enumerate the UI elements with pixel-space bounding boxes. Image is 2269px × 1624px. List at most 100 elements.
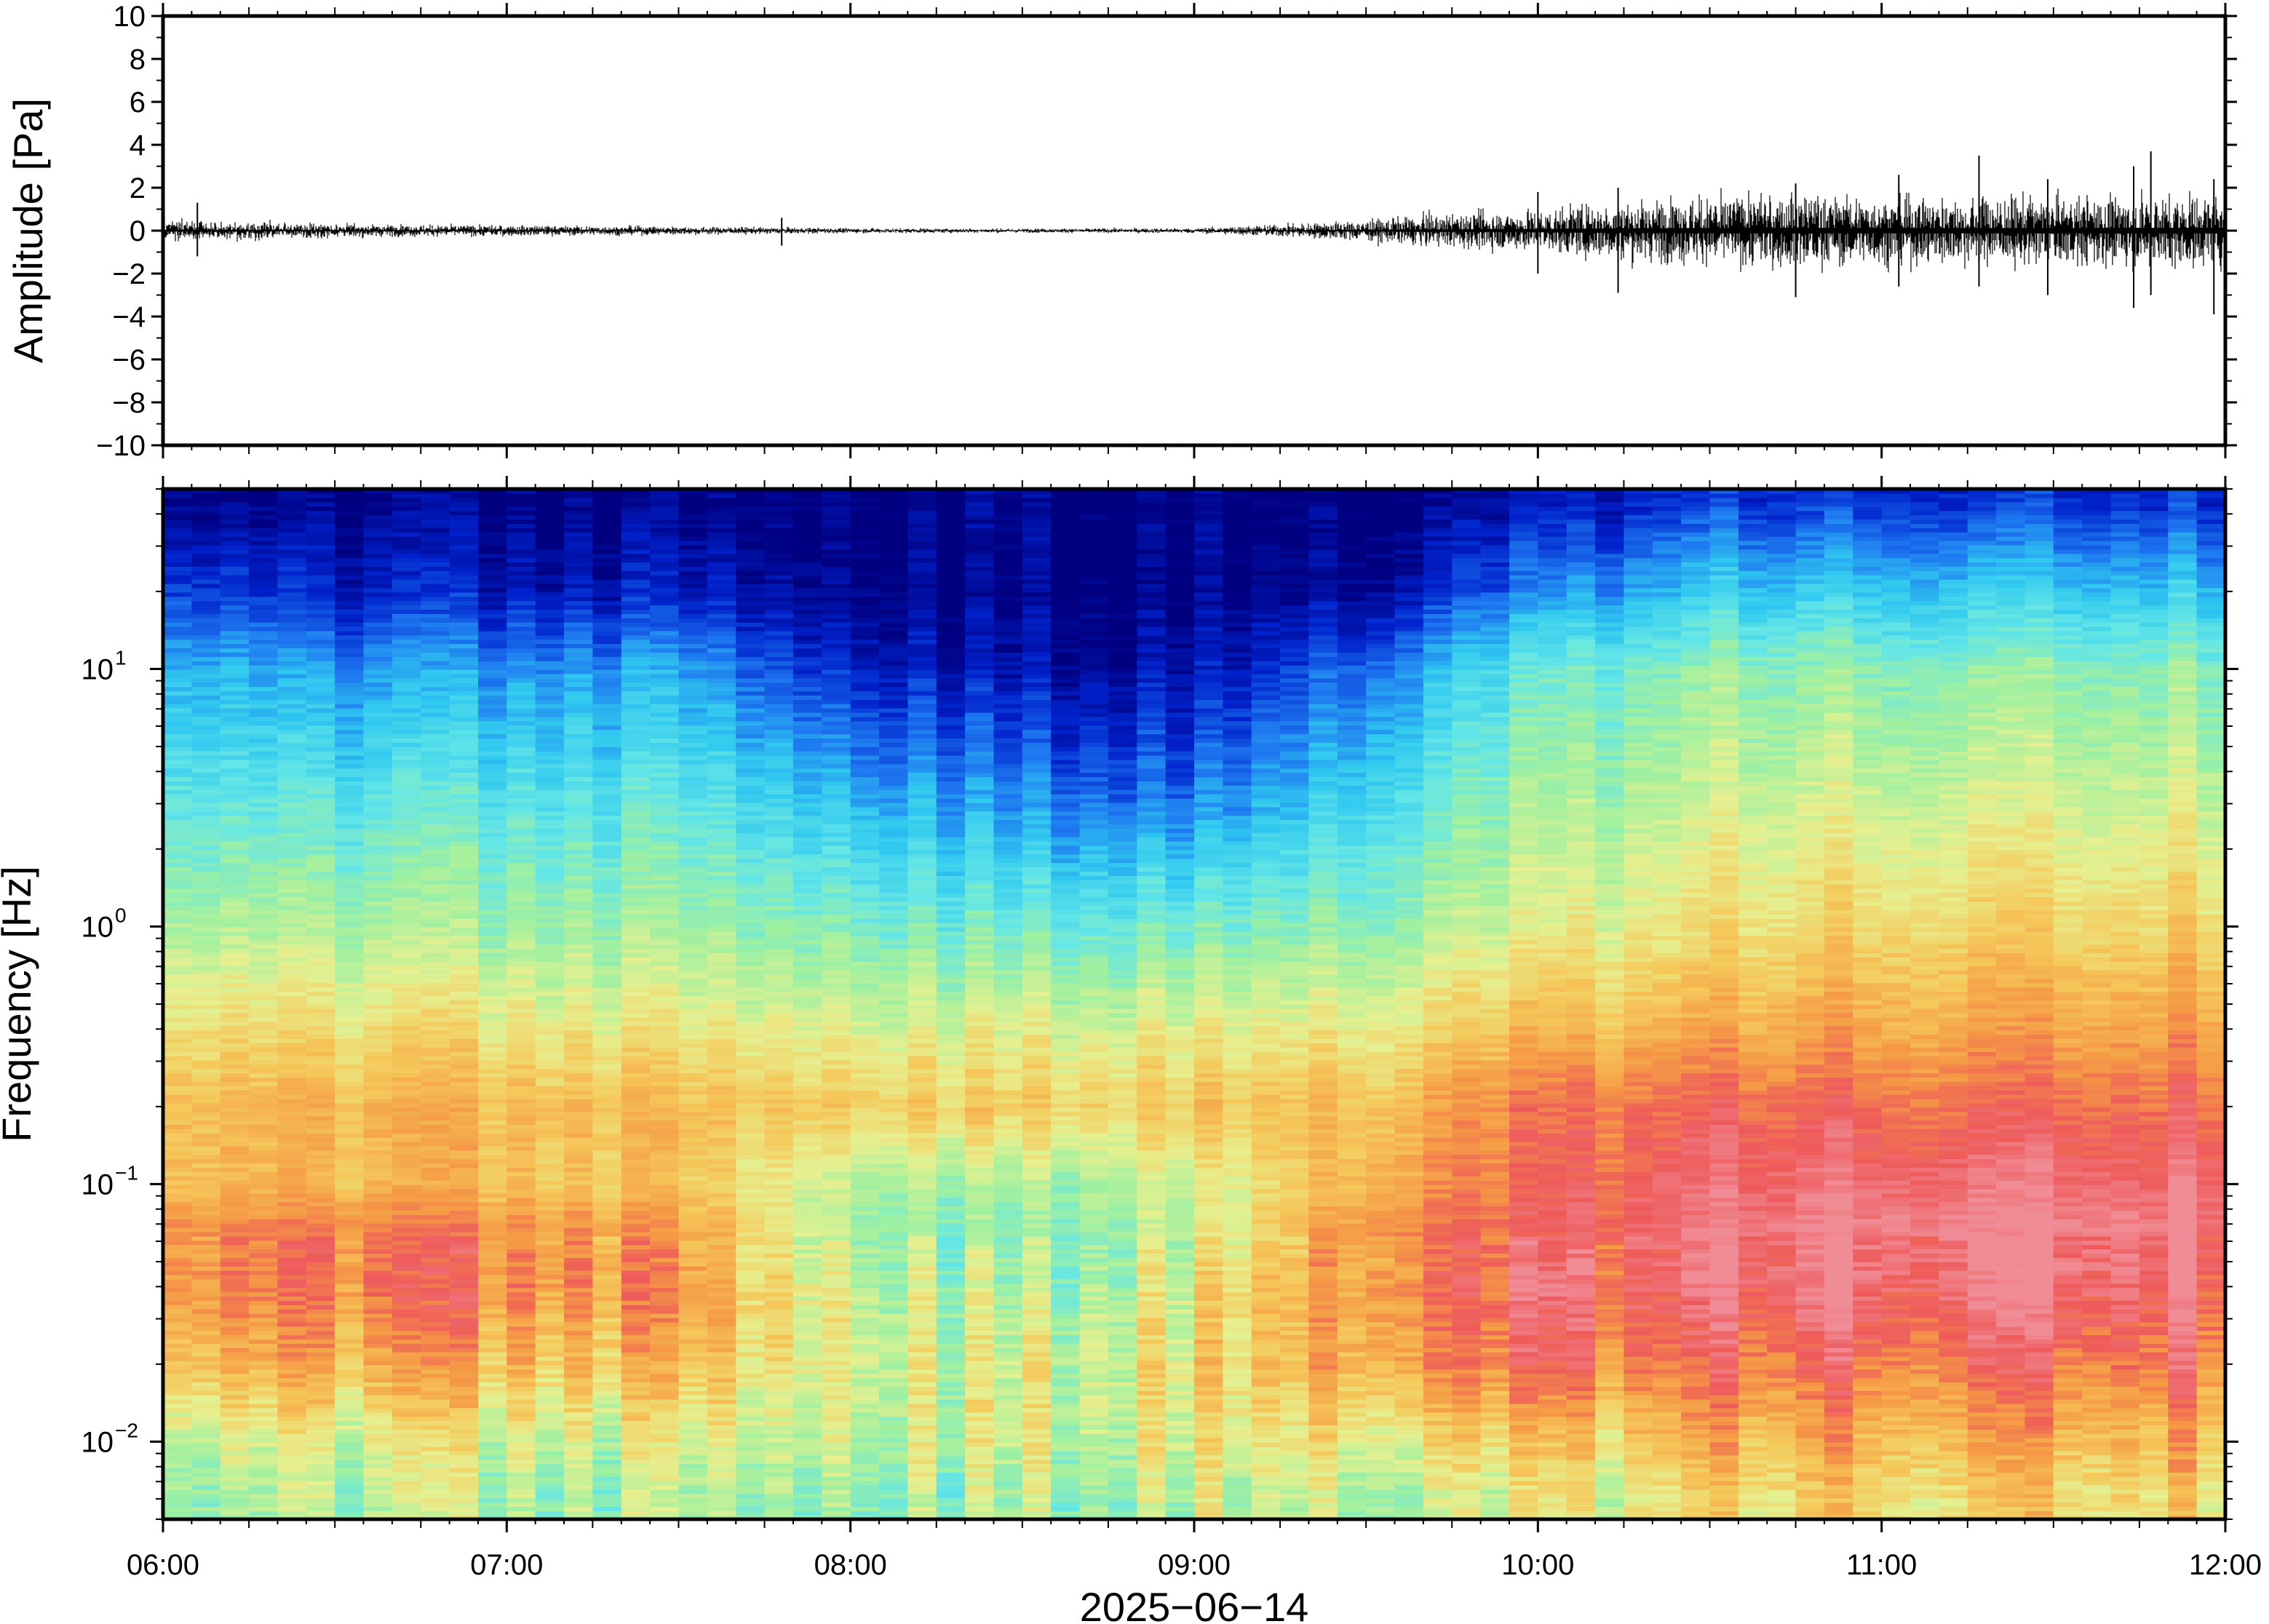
spectrogram-cell: [506, 755, 536, 760]
spectrogram-cell: [392, 1081, 422, 1086]
spectrogram-cell: [506, 661, 536, 666]
spectrogram-cell: [392, 1351, 422, 1357]
spectrogram-cell: [678, 1493, 708, 1499]
spectrogram-cell: [506, 1021, 536, 1027]
spectrogram-cell: [191, 875, 221, 880]
spectrogram-cell: [564, 506, 594, 512]
spectrogram-cell: [650, 1321, 680, 1327]
spectrogram-cell: [277, 1038, 307, 1043]
spectrogram-cell: [277, 776, 307, 781]
spectrogram-cell: [449, 1068, 479, 1074]
spectrogram-cell: [506, 1240, 536, 1246]
spectrogram-cell: [392, 1296, 422, 1301]
spectrogram-cell: [449, 523, 479, 528]
spectrogram-cell: [535, 1506, 565, 1511]
spectrogram-cell: [478, 497, 508, 503]
spectrogram-cell: [535, 1382, 565, 1387]
spectrogram-cell: [650, 1124, 680, 1129]
spectrogram-cell: [592, 1398, 622, 1404]
spectrogram-cell: [163, 1472, 193, 1477]
spectrogram-cell: [478, 1425, 508, 1430]
spectrogram-cell: [335, 557, 365, 563]
spectrogram-cell: [535, 1450, 565, 1456]
spectrogram-cell: [249, 1051, 279, 1056]
spectrogram-cell: [678, 867, 708, 872]
spectrogram-cell: [392, 1179, 422, 1185]
spectrogram-cell: [478, 935, 508, 941]
spectrogram-cell: [220, 836, 250, 842]
spectrogram-cell: [564, 832, 594, 837]
spectrogram-cell: [220, 544, 250, 550]
spectrogram-cell: [650, 1077, 680, 1082]
spectrogram-cell: [506, 639, 536, 645]
spectrogram-cell: [220, 553, 250, 559]
spectrogram-cell: [449, 596, 479, 602]
spectrogram-cell: [478, 583, 508, 589]
spectrogram-cell: [421, 1386, 450, 1391]
spectrogram-cell: [535, 1025, 565, 1031]
spectrogram-cell: [449, 1025, 479, 1031]
spectrogram-cell: [707, 982, 737, 988]
spectrogram-cell: [306, 1222, 335, 1228]
spectrogram-cell: [191, 922, 221, 928]
spectrogram-cell: [249, 926, 279, 932]
spectrogram-cell: [707, 1308, 737, 1314]
amplitude-tick-label: −10: [96, 430, 146, 462]
spectrogram-cell: [592, 1382, 622, 1387]
spectrogram-cell: [277, 991, 307, 996]
spectrogram-cell: [707, 1334, 737, 1340]
spectrogram-cell: [678, 931, 708, 936]
spectrogram-cell: [449, 1326, 479, 1332]
spectrogram-cell: [478, 553, 508, 559]
spectrogram-cell: [592, 578, 622, 584]
spectrogram-cell: [478, 704, 508, 709]
spectrogram-cell: [506, 909, 536, 915]
spectrogram-cell: [678, 1111, 708, 1117]
spectrogram-cell: [592, 1459, 622, 1465]
spectrogram-cell: [707, 1025, 737, 1031]
spectrogram-cell: [363, 755, 393, 760]
spectrogram-cell: [621, 1351, 651, 1357]
spectrogram-cell: [478, 540, 508, 546]
spectrogram-cell: [306, 605, 335, 610]
spectrogram-cell: [707, 1188, 737, 1194]
spectrogram-cell: [707, 1115, 737, 1121]
spectrogram-cell: [621, 811, 651, 816]
spectrogram-cell: [277, 763, 307, 769]
spectrogram-cell: [163, 952, 193, 958]
spectrogram-cell: [621, 853, 651, 859]
spectrogram-cell: [449, 785, 479, 790]
spectrogram-cell: [249, 1107, 279, 1112]
spectrogram-cell: [707, 1420, 737, 1425]
spectrogram-cell: [363, 832, 393, 837]
spectrogram-cell: [650, 1120, 680, 1125]
spectrogram-cell: [392, 1051, 422, 1056]
spectrogram-cell: [421, 768, 450, 773]
spectrogram-cell: [277, 768, 307, 773]
spectrogram-cell: [506, 562, 536, 567]
spectrogram-cell: [506, 1206, 536, 1211]
spectrogram-cell: [363, 1394, 393, 1400]
spectrogram-cell: [564, 1222, 594, 1228]
spectrogram-cell: [335, 948, 365, 953]
spectrogram-cell: [392, 828, 422, 833]
spectrogram-cell: [306, 613, 335, 618]
spectrogram-cell: [220, 1081, 250, 1086]
spectrogram-cell: [707, 905, 737, 910]
spectrogram-cell: [449, 1287, 479, 1293]
spectrogram-cell: [191, 639, 221, 645]
spectrogram-cell: [249, 1394, 279, 1400]
spectrogram-cell: [707, 1090, 737, 1095]
spectrogram-cell: [506, 858, 536, 864]
spectrogram-cell: [650, 643, 680, 649]
spectrogram-cell: [392, 797, 422, 803]
spectrogram-cell: [191, 961, 221, 966]
spectrogram-cell: [421, 1227, 450, 1233]
spectrogram-cell: [535, 540, 565, 546]
spectrogram-cell: [564, 1296, 594, 1301]
spectrogram-cell: [421, 506, 450, 512]
spectrogram-cell: [277, 1004, 307, 1009]
spectrogram-cell: [363, 905, 393, 910]
spectrogram-cell: [421, 1257, 450, 1262]
spectrogram-cell: [449, 914, 479, 919]
